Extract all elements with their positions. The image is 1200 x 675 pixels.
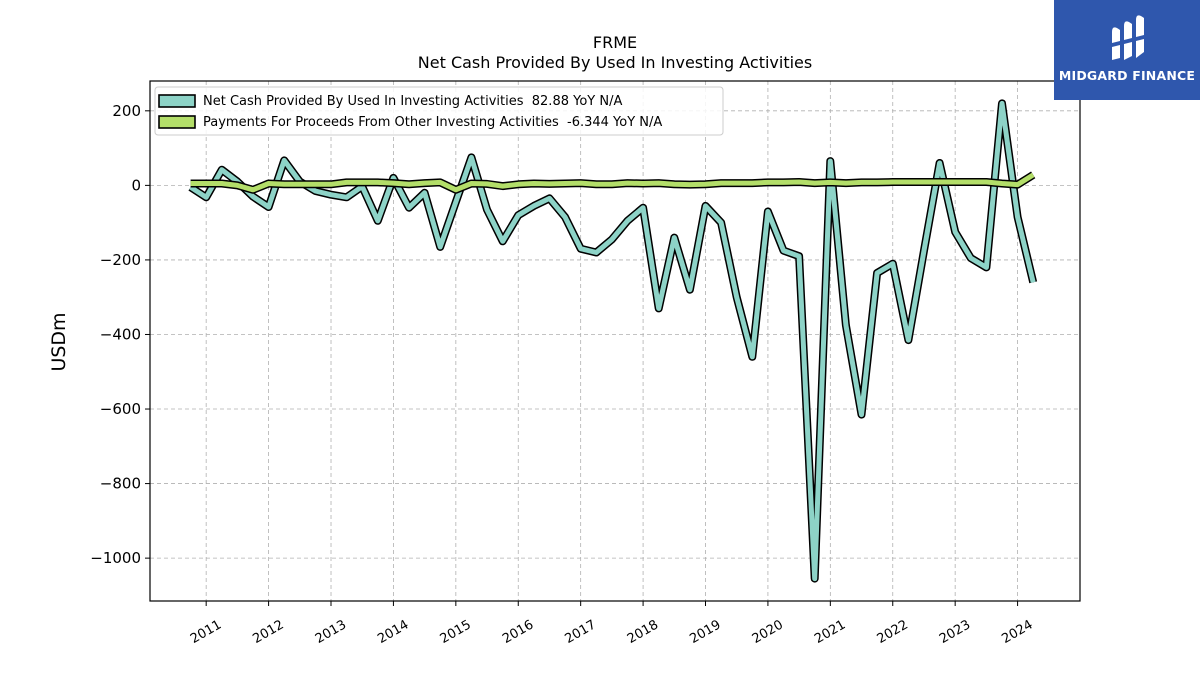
x-axis-ticks: 2011 2012 2013 2014 2015 2016 2017 2018 2019 2020… xyxy=(188,601,1036,647)
x-tick-label: 2021 xyxy=(812,617,848,647)
x-tick-label: 2012 xyxy=(250,617,286,647)
legend-label-other: Payments For Proceeds From Other Investi… xyxy=(203,115,662,130)
y-tick-label: 200 xyxy=(112,102,141,120)
y-tick-label: −800 xyxy=(100,475,141,493)
x-tick-label: 2020 xyxy=(750,617,786,647)
x-tick-label: 2015 xyxy=(438,617,474,647)
series-line-1 xyxy=(190,172,1035,193)
chart-subtitle: Net Cash Provided By Used In Investing A… xyxy=(418,53,812,72)
chart-title: FRME xyxy=(593,33,637,52)
legend-swatch-investing xyxy=(158,94,196,108)
y-tick-label: −600 xyxy=(100,400,141,418)
x-tick-label: 2016 xyxy=(500,617,536,647)
y-tick-label: −400 xyxy=(100,325,141,343)
y-tick-label: −200 xyxy=(100,251,141,269)
x-tick-label: 2024 xyxy=(999,617,1035,647)
brand-logo-text: MIDGARD FINANCE xyxy=(1058,68,1196,83)
series-lines xyxy=(188,99,1038,583)
plot-frame xyxy=(149,80,1081,602)
legend: Net Cash Provided By Used In Investing A… xyxy=(154,86,724,136)
y-axis-label: USDm xyxy=(48,312,70,371)
y-axis-ticks: 200 0 −200 −400 −600 −800 −1000 xyxy=(90,102,150,567)
series-line-0 xyxy=(189,100,1036,582)
brand-logo: MIDGARD FINANCE xyxy=(1054,0,1200,100)
x-tick-label: 2013 xyxy=(313,617,349,647)
x-tick-label: 2023 xyxy=(937,617,973,647)
legend-label-investing: Net Cash Provided By Used In Investing A… xyxy=(203,94,622,109)
x-tick-label: 2019 xyxy=(687,617,723,647)
legend-swatch-other xyxy=(158,115,196,129)
x-tick-label: 2011 xyxy=(188,617,224,647)
y-tick-label: −1000 xyxy=(90,549,141,567)
brand-logo-mark-icon xyxy=(1108,15,1148,60)
x-tick-label: 2022 xyxy=(875,617,911,647)
legend-box xyxy=(154,86,724,136)
y-tick-label: 0 xyxy=(131,176,141,194)
grid-lines xyxy=(150,81,1080,601)
x-tick-label: 2014 xyxy=(375,617,411,647)
x-tick-label: 2018 xyxy=(625,617,661,647)
x-tick-label: 2017 xyxy=(563,617,599,647)
